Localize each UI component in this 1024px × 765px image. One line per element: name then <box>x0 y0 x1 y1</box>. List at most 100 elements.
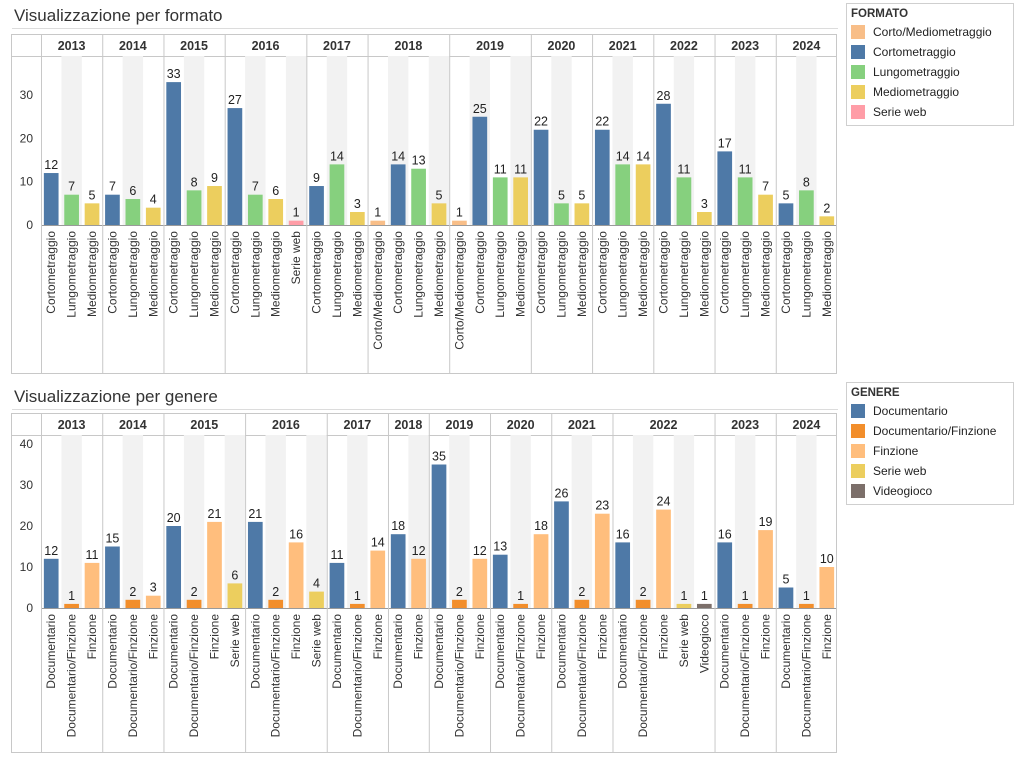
bar-value-label: 14 <box>616 149 630 163</box>
legend-formato: FORMATO Corto/Mediometraggio Cortometragg… <box>846 3 1014 126</box>
bar-2014-documentario <box>105 546 120 608</box>
category-label: Documentario <box>391 614 405 689</box>
bar-2013-lungometraggio <box>64 194 79 225</box>
category-label: Documentario/Finzione <box>575 614 589 738</box>
year-header-2018: 2018 <box>394 418 422 432</box>
legend-item-cortometraggio: Cortometraggio <box>847 42 1013 62</box>
category-label: Corto/Mediometraggio <box>371 231 385 350</box>
legend-label: Documentario <box>873 404 948 418</box>
legend-swatch <box>851 65 865 79</box>
bar-2018-corto-mediometraggio <box>370 220 386 225</box>
bar-value-label: 28 <box>657 89 671 103</box>
legend-genere: GENERE Documentario Documentario/Finzione… <box>846 382 1014 505</box>
category-label: Serie web <box>228 614 242 668</box>
bar-2020-documentario <box>492 554 508 608</box>
category-label: Documentario <box>616 614 630 689</box>
bar-2018-documentario <box>390 534 406 608</box>
bar-2024-lungometraggio <box>799 190 814 225</box>
column-shading <box>734 435 756 608</box>
column-shading <box>428 56 450 225</box>
bar-2014-mediometraggio <box>145 207 161 225</box>
year-header-2013: 2013 <box>58 39 86 53</box>
bar-2013-mediometraggio <box>84 203 100 225</box>
category-label: Lungometraggio <box>412 231 426 318</box>
bar-2024-documentario-finzione <box>799 603 814 608</box>
bar-value-label: 20 <box>167 511 181 525</box>
category-label: Documentario <box>554 614 568 689</box>
bar-2020-mediometraggio <box>574 203 590 225</box>
y-tick-label: 40 <box>20 437 34 451</box>
bar-value-label: 19 <box>759 515 773 529</box>
category-label: Documentario <box>248 614 262 689</box>
year-header-2014: 2014 <box>119 39 147 53</box>
bar-value-label: 2 <box>129 585 136 599</box>
category-label: Finzione <box>207 614 221 660</box>
bar-value-label: 33 <box>167 67 181 81</box>
bar-2018-lungometraggio <box>411 168 426 225</box>
y-tick-label: 0 <box>26 218 33 232</box>
year-header-2015: 2015 <box>180 39 208 53</box>
category-label: Cortometraggio <box>718 231 732 314</box>
bar-2019-documentario-finzione <box>452 599 467 608</box>
category-label: Cortometraggio <box>779 231 793 314</box>
bar-value-label: 7 <box>68 180 75 194</box>
bar-2015-serie-web <box>227 583 243 608</box>
bar-2021-mediometraggio <box>635 164 651 225</box>
bar-value-label: 1 <box>293 206 300 220</box>
bar-value-label: 25 <box>473 102 487 116</box>
category-label: Cortometraggio <box>167 231 181 314</box>
column-shading <box>122 56 144 225</box>
category-label: Lungometraggio <box>554 231 568 318</box>
bar-value-label: 6 <box>129 184 136 198</box>
bar-2016-finzione <box>288 542 304 608</box>
bar-value-label: 10 <box>820 552 834 566</box>
bar-value-label: 1 <box>374 206 381 220</box>
legend-swatch <box>851 484 865 498</box>
bar-value-label: 2 <box>823 201 830 215</box>
bar-2013-cortometraggio <box>43 173 59 225</box>
category-label: Documentario/Finzione <box>636 614 650 738</box>
category-label: Cortometraggio <box>105 231 119 314</box>
bar-value-label: 9 <box>313 171 320 185</box>
category-label: Documentario <box>330 614 344 689</box>
category-label: Mediometraggio <box>575 231 589 317</box>
year-header-2021: 2021 <box>568 418 596 432</box>
bar-2014-lungometraggio <box>125 199 141 225</box>
year-header-2018: 2018 <box>394 39 422 53</box>
bar-2015-documentario <box>166 526 182 608</box>
legend-item-documentario-finzione: Documentario/Finzione <box>847 421 1013 441</box>
bar-value-label: 2 <box>456 585 463 599</box>
chart-formato: 0102030201312Cortometraggio7Lungometragg… <box>11 34 837 374</box>
bar-value-label: 7 <box>762 180 769 194</box>
year-header-2024: 2024 <box>792 418 820 432</box>
bar-2019-finzione <box>472 558 488 608</box>
y-tick-label: 0 <box>26 601 33 615</box>
year-header-2014: 2014 <box>119 418 147 432</box>
bar-value-label: 5 <box>782 573 789 587</box>
chart-title-genere: Visualizzazione per genere <box>12 385 838 410</box>
legend-label: Videogioco <box>873 484 933 498</box>
category-label: Cortometraggio <box>391 231 405 314</box>
bar-value-label: 8 <box>191 175 198 189</box>
category-label: Finzione <box>657 614 671 660</box>
bar-2016-mediometraggio <box>268 199 284 225</box>
year-header-2017: 2017 <box>343 418 371 432</box>
bar-2015-lungometraggio <box>186 190 202 225</box>
category-label: Lungometraggio <box>493 231 507 318</box>
legend-item-lungometraggio: Lungometraggio <box>847 62 1013 82</box>
category-label: Finzione <box>820 614 834 660</box>
bar-value-label: 17 <box>718 136 732 150</box>
bar-2024-documentario <box>778 587 794 608</box>
bar-2024-cortometraggio <box>778 203 794 225</box>
bar-value-label: 15 <box>105 532 119 546</box>
year-header-2019: 2019 <box>476 39 504 53</box>
category-label: Documentario/Finzione <box>65 614 79 738</box>
column-shading <box>796 56 817 225</box>
bar-2017-mediometraggio <box>350 212 365 225</box>
category-label: Lungometraggio <box>616 231 630 318</box>
bar-value-label: 5 <box>578 188 585 202</box>
bar-value-label: 12 <box>44 158 58 172</box>
bar-value-label: 6 <box>272 184 279 198</box>
bar-2019-documentario <box>431 464 447 608</box>
year-header-2020: 2020 <box>548 39 576 53</box>
